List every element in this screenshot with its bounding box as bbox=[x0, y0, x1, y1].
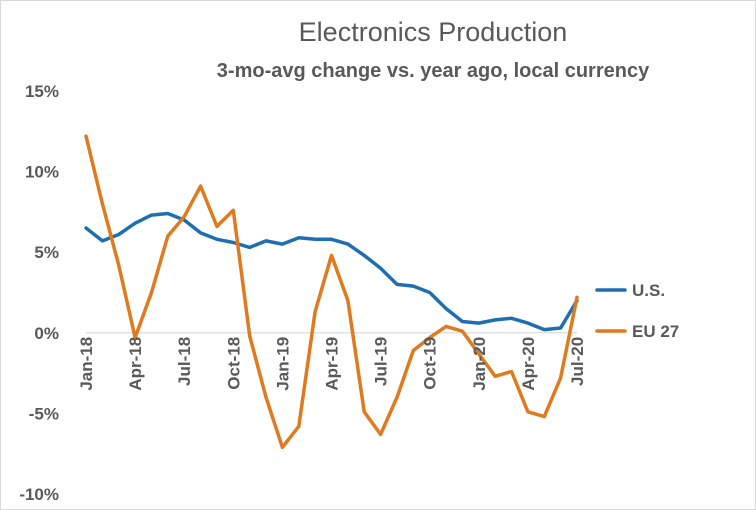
x-tick-label: Jan-20 bbox=[470, 337, 489, 391]
x-tick-label: Oct-18 bbox=[224, 337, 243, 390]
y-tick-label: 0% bbox=[34, 324, 59, 343]
x-tick-label: Jul-18 bbox=[175, 337, 194, 386]
legend-label: EU 27 bbox=[632, 322, 679, 341]
y-axis: 15% 10% 5% 0% -5% -10% bbox=[19, 82, 59, 504]
y-tick-label: -5% bbox=[29, 404, 59, 423]
x-tick-label: Apr-18 bbox=[126, 337, 145, 391]
series-line-us bbox=[84, 211, 579, 332]
x-tick-label: Apr-19 bbox=[323, 337, 342, 391]
chart-subtitle: 3-mo-avg change vs. year ago, local curr… bbox=[217, 60, 650, 82]
y-tick-label: -10% bbox=[19, 485, 59, 504]
chart-title: Electronics Production bbox=[299, 17, 568, 47]
x-tick-label: Jul-19 bbox=[372, 337, 391, 386]
y-tick-label: 10% bbox=[25, 163, 59, 182]
x-axis-labels: Jan-18 Apr-18 Jul-18 Oct-18 Jan-19 Apr-19 Jul-… bbox=[77, 337, 587, 391]
x-tick-label: Jul-20 bbox=[568, 337, 587, 386]
legend: U.S. EU 27 bbox=[595, 281, 679, 341]
x-tick-label: Oct-19 bbox=[421, 337, 440, 390]
series-line-eu27 bbox=[84, 134, 579, 450]
y-tick-label: 5% bbox=[34, 243, 59, 262]
legend-label: U.S. bbox=[632, 281, 665, 300]
plot-series bbox=[84, 134, 579, 450]
y-tick-label: 15% bbox=[25, 82, 59, 101]
x-tick-label: Apr-20 bbox=[519, 337, 538, 391]
x-tick-label: Jan-18 bbox=[77, 337, 96, 391]
x-tick-label: Jan-19 bbox=[273, 337, 292, 391]
